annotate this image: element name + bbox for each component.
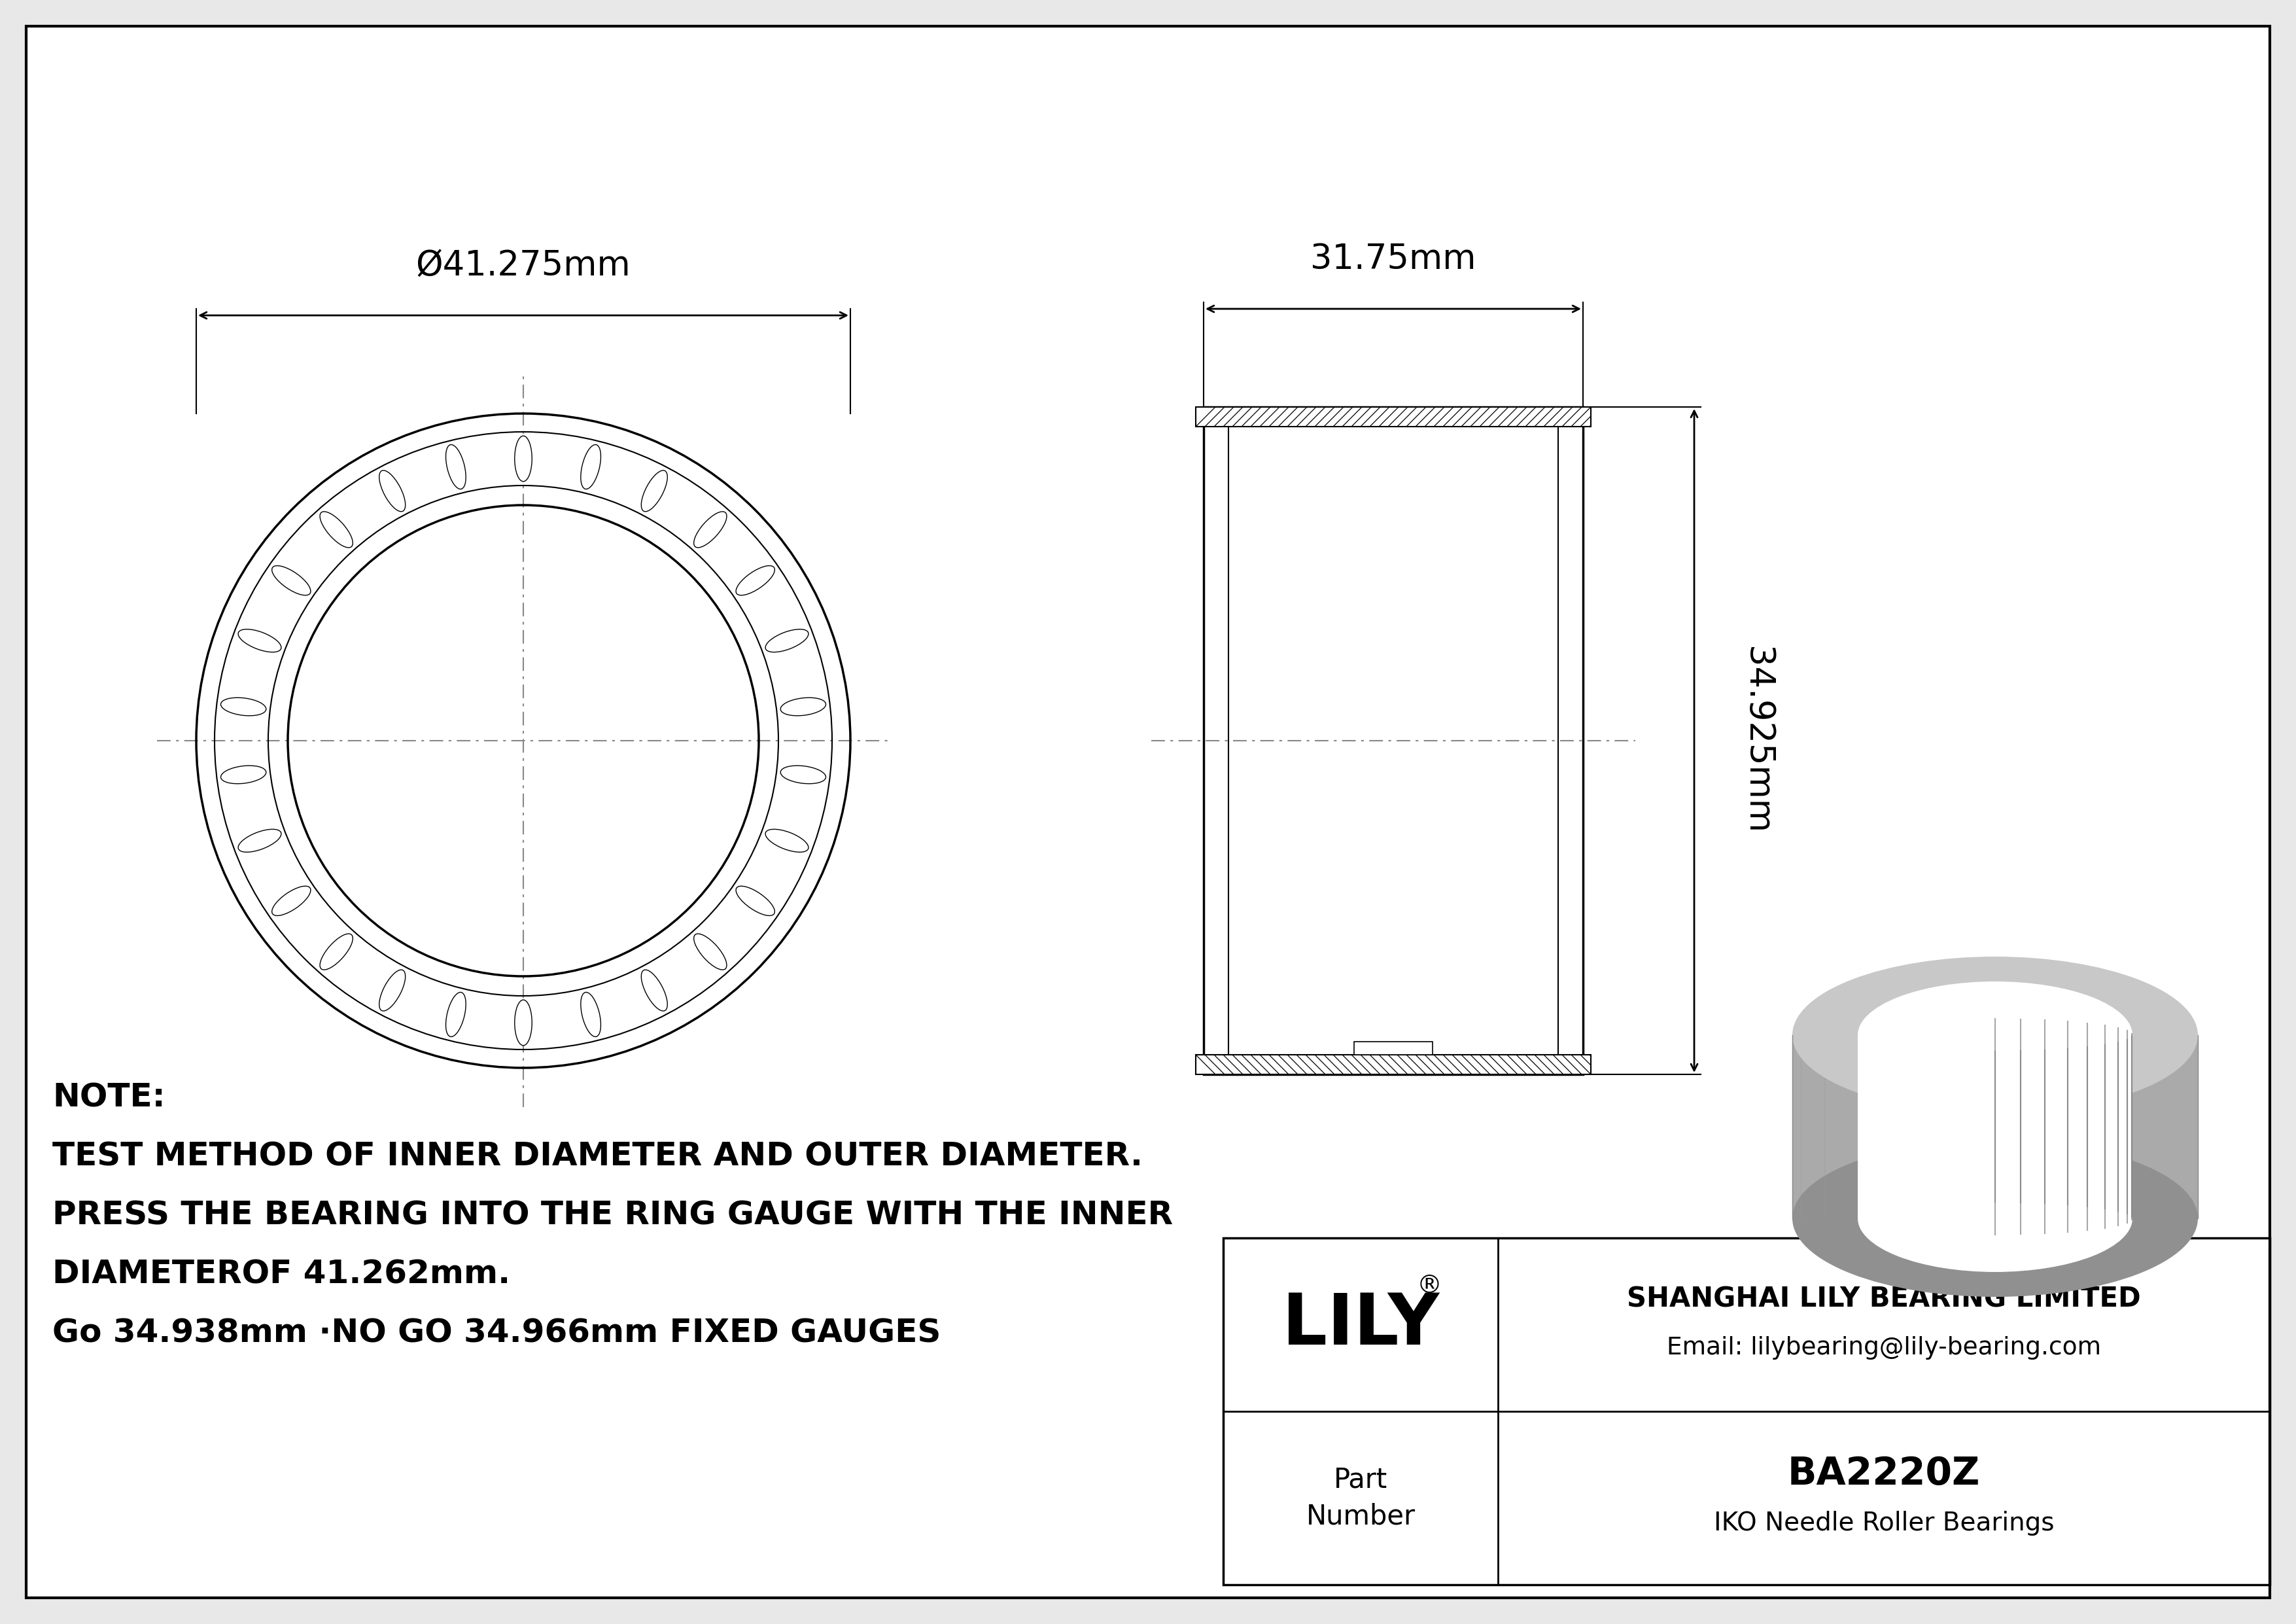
Polygon shape <box>1793 1034 2197 1218</box>
Ellipse shape <box>737 565 774 596</box>
Text: DIAMETEROF 41.262mm.: DIAMETEROF 41.262mm. <box>53 1259 510 1291</box>
Ellipse shape <box>271 887 310 916</box>
Ellipse shape <box>271 565 310 596</box>
Bar <box>1196 1054 1591 1075</box>
Ellipse shape <box>514 435 533 481</box>
Text: Part: Part <box>1334 1466 1387 1494</box>
Ellipse shape <box>641 970 668 1012</box>
Ellipse shape <box>239 830 280 853</box>
Text: Go 34.938mm ·NO GO 34.966mm FIXED GAUGES: Go 34.938mm ·NO GO 34.966mm FIXED GAUGES <box>53 1317 941 1350</box>
Text: Email: lilybearing@lily-bearing.com: Email: lilybearing@lily-bearing.com <box>1667 1337 2101 1359</box>
Ellipse shape <box>693 512 728 547</box>
Ellipse shape <box>514 1000 533 1046</box>
Ellipse shape <box>581 992 602 1036</box>
Ellipse shape <box>765 830 808 853</box>
Ellipse shape <box>693 934 728 970</box>
Polygon shape <box>1857 1034 2133 1218</box>
Text: 31.75mm: 31.75mm <box>1311 242 1476 276</box>
Bar <box>1196 408 1591 427</box>
Ellipse shape <box>1793 957 2197 1114</box>
Ellipse shape <box>319 934 354 970</box>
Text: IKO Needle Roller Bearings: IKO Needle Roller Bearings <box>1713 1510 2055 1536</box>
Bar <box>1203 408 1582 1075</box>
Text: Number: Number <box>1306 1502 1414 1530</box>
Text: SHANGHAI LILY BEARING LIMITED: SHANGHAI LILY BEARING LIMITED <box>1628 1285 2140 1312</box>
Ellipse shape <box>220 765 266 784</box>
Ellipse shape <box>379 970 406 1012</box>
Text: Ø41.275mm: Ø41.275mm <box>416 248 631 283</box>
Circle shape <box>195 414 850 1069</box>
Ellipse shape <box>641 471 668 512</box>
Ellipse shape <box>379 471 406 512</box>
Ellipse shape <box>319 512 354 547</box>
Text: ®: ® <box>1417 1273 1442 1298</box>
Text: NOTE:: NOTE: <box>53 1082 165 1114</box>
Ellipse shape <box>781 765 827 784</box>
Ellipse shape <box>765 628 808 653</box>
Ellipse shape <box>737 887 774 916</box>
Text: BA2220Z: BA2220Z <box>1789 1455 1979 1492</box>
Ellipse shape <box>239 628 280 653</box>
Bar <box>1203 408 1582 1075</box>
Ellipse shape <box>1857 1164 2133 1272</box>
Ellipse shape <box>445 992 466 1036</box>
Text: PRESS THE BEARING INTO THE RING GAUGE WITH THE INNER: PRESS THE BEARING INTO THE RING GAUGE WI… <box>53 1200 1173 1231</box>
Text: 34.925mm: 34.925mm <box>1740 646 1775 835</box>
Text: TEST METHOD OF INNER DIAMETER AND OUTER DIAMETER.: TEST METHOD OF INNER DIAMETER AND OUTER … <box>53 1142 1143 1173</box>
Ellipse shape <box>1793 1140 2197 1298</box>
Ellipse shape <box>781 698 827 716</box>
Text: LILY: LILY <box>1281 1291 1440 1359</box>
Bar <box>1224 1237 2271 1585</box>
Bar <box>1355 1041 1433 1054</box>
Ellipse shape <box>581 445 602 489</box>
Ellipse shape <box>1857 981 2133 1088</box>
Ellipse shape <box>220 698 266 716</box>
Ellipse shape <box>445 445 466 489</box>
